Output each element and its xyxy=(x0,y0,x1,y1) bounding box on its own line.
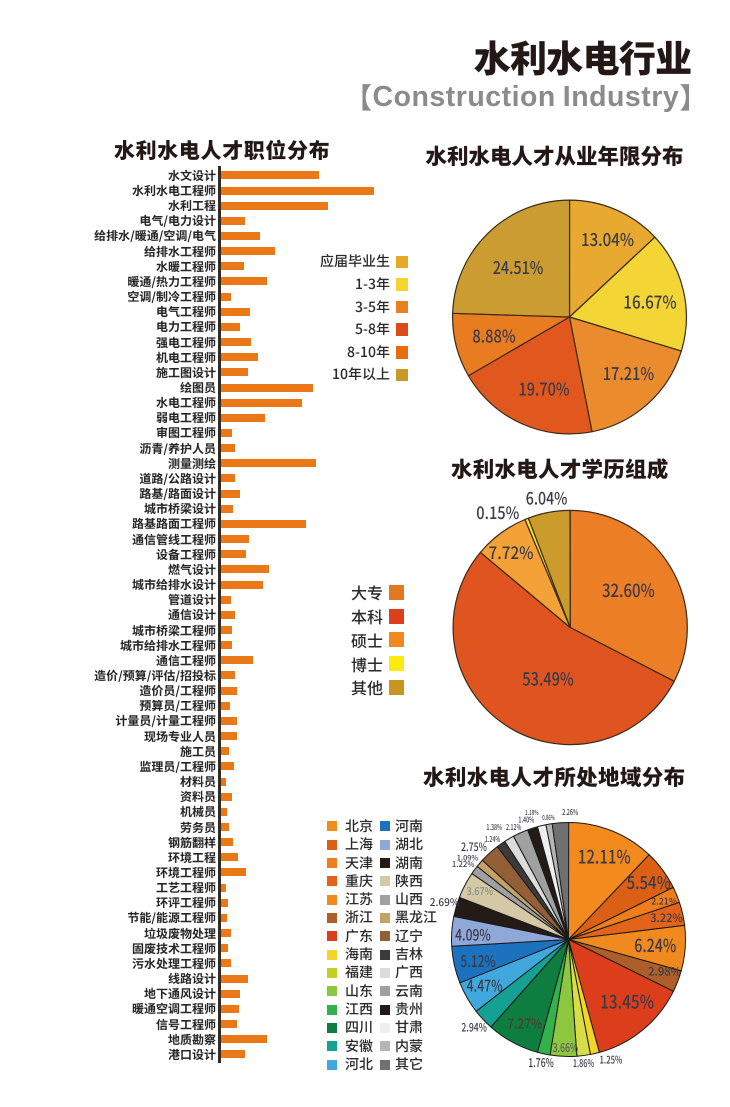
svg-text:24.51%: 24.51% xyxy=(493,255,544,280)
svg-text:8.88%: 8.88% xyxy=(472,324,515,349)
svg-text:2.12%: 2.12% xyxy=(506,822,522,833)
svg-text:2.26%: 2.26% xyxy=(562,807,578,818)
svg-text:12.11%: 12.11% xyxy=(578,844,631,870)
svg-text:32.60%: 32.60% xyxy=(602,577,655,603)
svg-text:4.09%: 4.09% xyxy=(455,924,491,946)
svg-text:0.86%: 0.86% xyxy=(542,813,555,823)
svg-text:1.09%: 1.09% xyxy=(457,852,478,863)
svg-text:2.75%: 2.75% xyxy=(461,839,487,855)
svg-text:6.04%: 6.04% xyxy=(526,484,568,509)
svg-text:1.40%: 1.40% xyxy=(518,815,534,826)
svg-text:1.38%: 1.38% xyxy=(486,822,502,833)
svg-text:5.12%: 5.12% xyxy=(460,948,495,972)
svg-text:4.47%: 4.47% xyxy=(467,973,503,997)
svg-text:2.94%: 2.94% xyxy=(461,1020,487,1036)
svg-text:5.54%: 5.54% xyxy=(627,870,671,895)
svg-text:3.66%: 3.66% xyxy=(553,1039,579,1056)
svg-text:1.24%: 1.24% xyxy=(485,834,501,845)
svg-text:1.76%: 1.76% xyxy=(528,1054,554,1071)
svg-text:1.18%: 1.18% xyxy=(525,808,539,818)
svg-text:7.27%: 7.27% xyxy=(507,1013,542,1033)
svg-text:3.67%: 3.67% xyxy=(467,884,494,899)
svg-text:19.70%: 19.70% xyxy=(519,376,570,401)
svg-text:16.67%: 16.67% xyxy=(623,290,676,315)
svg-text:3.22%: 3.22% xyxy=(650,910,683,926)
svg-text:1.86%: 1.86% xyxy=(573,1056,594,1071)
svg-text:2.98%: 2.98% xyxy=(648,963,681,979)
svg-text:13.04%: 13.04% xyxy=(581,227,634,252)
svg-text:1.25%: 1.25% xyxy=(600,1053,623,1068)
svg-text:13.45%: 13.45% xyxy=(600,989,654,1015)
svg-text:53.49%: 53.49% xyxy=(522,666,573,692)
svg-text:6.24%: 6.24% xyxy=(634,932,676,958)
svg-text:7.72%: 7.72% xyxy=(489,539,534,564)
svg-text:0.15%: 0.15% xyxy=(476,499,519,524)
svg-text:2.21%: 2.21% xyxy=(651,895,677,908)
svg-text:17.21%: 17.21% xyxy=(603,361,654,386)
svg-text:2.69%: 2.69% xyxy=(430,895,460,910)
svg-text:1.22%: 1.22% xyxy=(452,859,475,870)
